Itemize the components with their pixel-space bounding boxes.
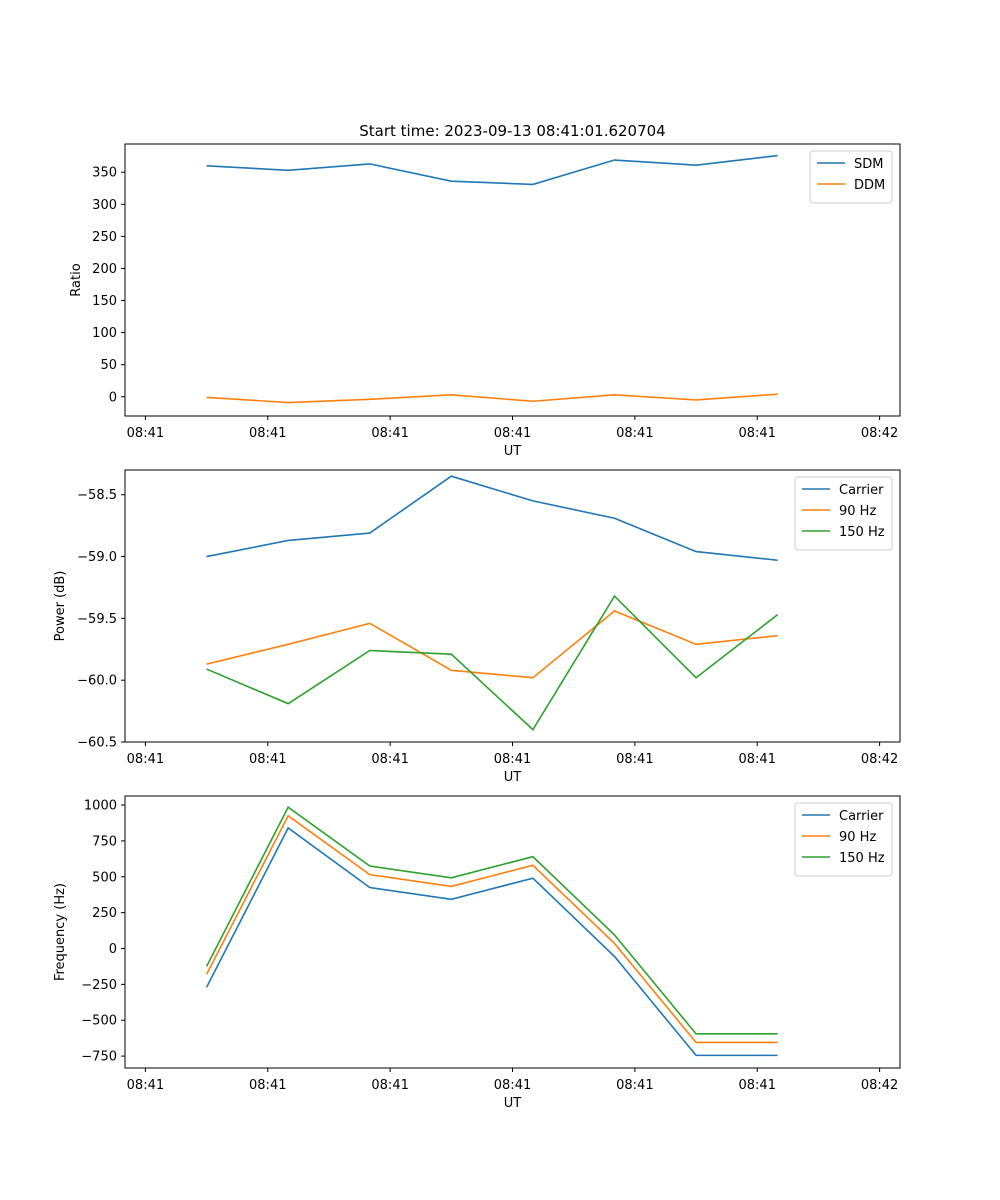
legend-label: 150 Hz <box>839 525 885 540</box>
x-axis-label: UT <box>504 770 522 785</box>
legend-panel-3: Carrier 90 Hz 150 Hz <box>794 802 893 877</box>
x-tick-label: 08:41 <box>371 752 408 767</box>
x-tick-label: 08:41 <box>494 1078 531 1093</box>
x-tick-label: 08:41 <box>616 426 653 441</box>
x-tick-label: 08:41 <box>494 426 531 441</box>
y-tick-label: 50 <box>100 358 117 373</box>
y-tick-label: 500 <box>92 870 117 885</box>
y-tick-label: 300 <box>92 198 117 213</box>
x-tick-label: 08:41 <box>616 752 653 767</box>
y-tick-label: 0 <box>109 390 117 405</box>
panels: 08:41 08:41 08:41 08:41 08:41 08:41 08:42 0 50 10… <box>53 143 901 1111</box>
x-axis-label: UT <box>504 444 522 459</box>
y-tick-label: 250 <box>92 906 117 921</box>
x-tick-label: 08:41 <box>127 1078 164 1093</box>
x-tick-label: 08:41 <box>249 752 286 767</box>
series-line-carrier-panel-2 <box>206 475 778 562</box>
x-tick-label: 08:41 <box>127 752 164 767</box>
legend-label: 90 Hz <box>839 504 876 519</box>
x-tick-label: 08:41 <box>249 426 286 441</box>
y-tick-label: −59.5 <box>77 612 117 627</box>
x-tick-label: 08:41 <box>249 1078 286 1093</box>
x-tick-label: 08:42 <box>861 752 898 767</box>
legend-box <box>809 150 893 204</box>
legend-label: Carrier <box>839 809 884 824</box>
series-line-carrier-panel-3 <box>205 826 778 1057</box>
y-axis-label: Power (dB) <box>53 571 68 642</box>
y-tick-label: −750 <box>81 1050 117 1065</box>
y-tick-label: 250 <box>92 230 117 245</box>
x-tick-label: 08:41 <box>616 1078 653 1093</box>
chart-panel-2: 08:41 08:41 08:41 08:41 08:41 08:41 08:42 −60.5… <box>53 469 901 785</box>
series-line-150-hz-panel-3 <box>205 805 778 1035</box>
legend-panel-1: SDM DDM <box>809 150 893 204</box>
legend-label: DDM <box>854 178 885 193</box>
y-tick-label: 150 <box>92 294 117 309</box>
legend-label: SDM <box>854 157 883 172</box>
legend-panel-2: Carrier 90 Hz 150 Hz <box>794 476 893 551</box>
legend-label: 150 Hz <box>839 851 885 866</box>
y-axis-label: Ratio <box>69 263 84 296</box>
x-tick-label: 08:42 <box>861 1078 898 1093</box>
axes-frame-panel-1 <box>124 143 901 417</box>
series-line-90-hz-panel-3 <box>205 814 778 1044</box>
series-line-sdm-panel-1 <box>206 154 778 186</box>
y-tick-label: 750 <box>92 834 117 849</box>
y-tick-label: −59.0 <box>77 550 117 565</box>
y-tick-label: −58.5 <box>77 488 117 503</box>
y-tick-label: 0 <box>109 942 117 957</box>
series-line-ddm-panel-1 <box>206 393 778 404</box>
x-tick-label: 08:41 <box>739 752 776 767</box>
y-tick-label: −250 <box>81 978 117 993</box>
chart-panel-1: 08:41 08:41 08:41 08:41 08:41 08:41 08:42 0 50 10… <box>69 143 901 459</box>
x-axis-label: UT <box>504 1096 522 1111</box>
y-tick-label: 350 <box>92 166 117 181</box>
figure-title: Start time: 2023-09-13 08:41:01.620704 <box>359 122 665 140</box>
series-line-150-hz-panel-2 <box>206 594 779 731</box>
y-tick-label: −60.0 <box>77 674 117 689</box>
x-tick-label: 08:41 <box>371 426 408 441</box>
y-axis-label: Frequency (Hz) <box>53 883 68 981</box>
axes-frame-panel-2 <box>124 469 901 743</box>
y-tick-label: 200 <box>92 262 117 277</box>
x-tick-label: 08:41 <box>494 752 531 767</box>
x-tick-label: 08:42 <box>861 426 898 441</box>
x-tick-label: 08:41 <box>371 1078 408 1093</box>
legend-label: Carrier <box>839 483 884 498</box>
y-tick-label: 1000 <box>84 799 117 814</box>
chart-panel-3: 08:41 08:41 08:41 08:41 08:41 08:41 08:42 −750 −… <box>53 795 901 1111</box>
x-tick-label: 08:41 <box>127 426 164 441</box>
legend-label: 90 Hz <box>839 830 876 845</box>
x-tick-label: 08:41 <box>739 1078 776 1093</box>
x-tick-label: 08:41 <box>739 426 776 441</box>
y-tick-label: −60.5 <box>77 736 117 751</box>
series-line-90-hz-panel-2 <box>206 610 778 679</box>
y-tick-label: −500 <box>81 1014 117 1029</box>
axes-frame-panel-3 <box>124 795 901 1069</box>
y-tick-label: 100 <box>92 326 117 341</box>
